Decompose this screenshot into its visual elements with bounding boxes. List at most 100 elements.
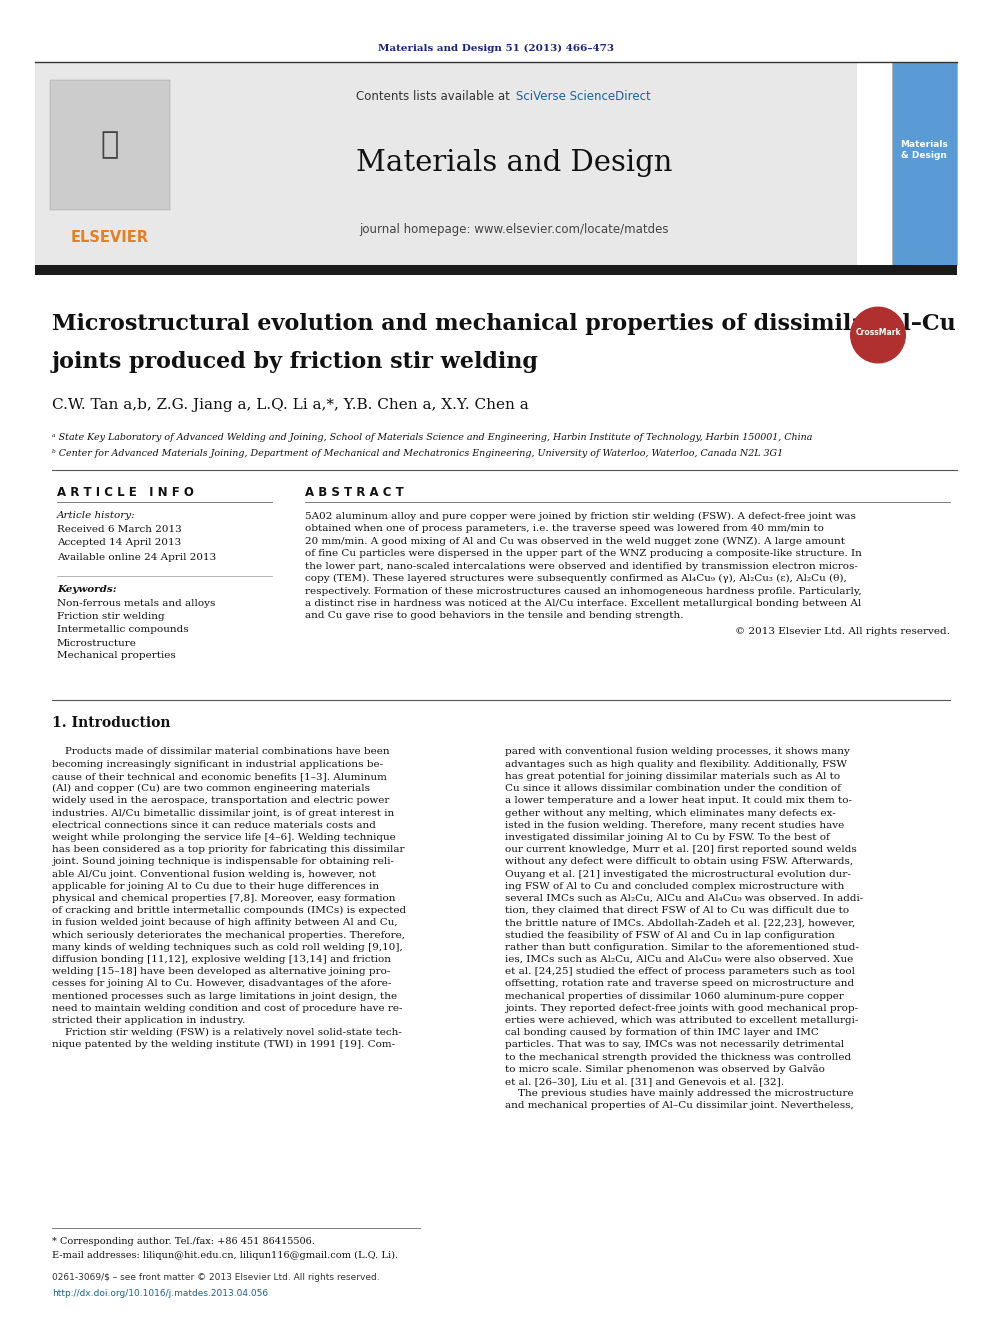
Text: Contents lists available at: Contents lists available at: [356, 90, 514, 103]
Text: of fine Cu particles were dispersed in the upper part of the WNZ producing a com: of fine Cu particles were dispersed in t…: [305, 549, 862, 558]
Text: a lower temperature and a lower heat input. It could mix them to-: a lower temperature and a lower heat inp…: [505, 796, 852, 806]
Text: electrical connections since it can reduce materials costs and: electrical connections since it can redu…: [52, 820, 376, 830]
Text: 5A02 aluminum alloy and pure copper were joined by friction stir welding (FSW). : 5A02 aluminum alloy and pure copper were…: [305, 512, 856, 520]
Text: erties were achieved, which was attributed to excellent metallurgi-: erties were achieved, which was attribut…: [505, 1016, 858, 1025]
Text: Products made of dissimilar material combinations have been: Products made of dissimilar material com…: [52, 747, 390, 757]
Text: Materials
& Design: Materials & Design: [900, 140, 948, 160]
Text: the lower part, nano-scaled intercalations were observed and identified by trans: the lower part, nano-scaled intercalatio…: [305, 561, 858, 570]
Text: has great potential for joining dissimilar materials such as Al to: has great potential for joining dissimil…: [505, 771, 840, 781]
Text: several IMCs such as Al₂Cu, AlCu and Al₄Cu₉ was observed. In addi-: several IMCs such as Al₂Cu, AlCu and Al₄…: [505, 894, 863, 902]
Text: Materials and Design: Materials and Design: [356, 149, 673, 177]
Text: the brittle nature of IMCs. Abdollah-Zadeh et al. [22,23], however,: the brittle nature of IMCs. Abdollah-Zad…: [505, 918, 855, 927]
Text: joint. Sound joining technique is indispensable for obtaining reli-: joint. Sound joining technique is indisp…: [52, 857, 394, 867]
Text: 1. Introduction: 1. Introduction: [52, 716, 171, 730]
Text: cal bonding caused by formation of thin IMC layer and IMC: cal bonding caused by formation of thin …: [505, 1028, 818, 1037]
Text: Cu since it allows dissimilar combination under the condition of: Cu since it allows dissimilar combinatio…: [505, 785, 841, 792]
Text: Mechanical properties: Mechanical properties: [57, 651, 176, 660]
Text: physical and chemical properties [7,8]. Moreover, easy formation: physical and chemical properties [7,8]. …: [52, 894, 396, 902]
Text: A B S T R A C T: A B S T R A C T: [305, 487, 404, 500]
Text: pared with conventional fusion welding processes, it shows many: pared with conventional fusion welding p…: [505, 747, 850, 757]
Text: Friction stir welding (FSW) is a relatively novel solid-state tech-: Friction stir welding (FSW) is a relativ…: [52, 1028, 402, 1037]
Text: widely used in the aerospace, transportation and electric power: widely used in the aerospace, transporta…: [52, 796, 390, 806]
Text: studied the feasibility of FSW of Al and Cu in lap configuration: studied the feasibility of FSW of Al and…: [505, 930, 835, 939]
Text: et al. [24,25] studied the effect of process parameters such as tool: et al. [24,25] studied the effect of pro…: [505, 967, 855, 976]
Text: becoming increasingly significant in industrial applications be-: becoming increasingly significant in ind…: [52, 759, 383, 769]
Text: Keywords:: Keywords:: [57, 586, 117, 594]
Text: Article history:: Article history:: [57, 512, 136, 520]
Text: diffusion bonding [11,12], explosive welding [13,14] and friction: diffusion bonding [11,12], explosive wel…: [52, 955, 391, 964]
Text: isted in the fusion welding. Therefore, many recent studies have: isted in the fusion welding. Therefore, …: [505, 820, 844, 830]
Text: 🌲: 🌲: [101, 131, 119, 160]
Text: (Al) and copper (Cu) are two common engineering materials: (Al) and copper (Cu) are two common engi…: [52, 785, 370, 794]
Text: Ouyang et al. [21] investigated the microstructural evolution dur-: Ouyang et al. [21] investigated the micr…: [505, 869, 851, 878]
Text: The previous studies have mainly addressed the microstructure: The previous studies have mainly address…: [505, 1089, 854, 1098]
Bar: [35, 265, 957, 275]
Text: to the mechanical strength provided the thickness was controlled: to the mechanical strength provided the …: [505, 1053, 851, 1061]
Text: Materials and Design 51 (2013) 466–473: Materials and Design 51 (2013) 466–473: [378, 44, 614, 53]
Text: mentioned processes such as large limitations in joint design, the: mentioned processes such as large limita…: [52, 991, 397, 1000]
Text: Microstructure: Microstructure: [57, 639, 137, 647]
Text: has been considered as a top priority for fabricating this dissimilar: has been considered as a top priority fo…: [52, 845, 405, 855]
Text: need to maintain welding condition and cost of procedure have re-: need to maintain welding condition and c…: [52, 1004, 403, 1012]
Text: C.W. Tan a,b, Z.G. Jiang a, L.Q. Li a,*, Y.B. Chen a, X.Y. Chen a: C.W. Tan a,b, Z.G. Jiang a, L.Q. Li a,*,…: [52, 398, 529, 411]
Text: industries. Al/Cu bimetallic dissimilar joint, is of great interest in: industries. Al/Cu bimetallic dissimilar …: [52, 808, 394, 818]
Text: 20 mm/min. A good mixing of Al and Cu was observed in the weld nugget zone (WNZ): 20 mm/min. A good mixing of Al and Cu wa…: [305, 536, 845, 545]
Bar: [50, 79, 170, 210]
Text: Received 6 March 2013: Received 6 March 2013: [57, 525, 182, 534]
Text: rather than butt configuration. Similar to the aforementioned stud-: rather than butt configuration. Similar …: [505, 943, 859, 951]
Text: * Corresponding author. Tel./fax: +86 451 86415506.: * Corresponding author. Tel./fax: +86 45…: [52, 1237, 314, 1246]
Ellipse shape: [851, 307, 906, 363]
Text: obtained when one of process parameters, i.e. the traverse speed was lowered fro: obtained when one of process parameters,…: [305, 524, 824, 533]
Bar: [35, 62, 192, 265]
Bar: [892, 62, 957, 265]
Bar: [35, 62, 857, 265]
Text: journal homepage: www.elsevier.com/locate/matdes: journal homepage: www.elsevier.com/locat…: [359, 224, 669, 237]
Text: gether without any melting, which eliminates many defects ex-: gether without any melting, which elimin…: [505, 808, 836, 818]
Text: stricted their application in industry.: stricted their application in industry.: [52, 1016, 245, 1025]
Text: applicable for joining Al to Cu due to their huge differences in: applicable for joining Al to Cu due to t…: [52, 881, 379, 890]
Text: © 2013 Elsevier Ltd. All rights reserved.: © 2013 Elsevier Ltd. All rights reserved…: [735, 627, 950, 636]
Text: and mechanical properties of Al–Cu dissimilar joint. Nevertheless,: and mechanical properties of Al–Cu dissi…: [505, 1101, 854, 1110]
Text: et al. [26–30], Liu et al. [31] and Genevois et al. [32].: et al. [26–30], Liu et al. [31] and Gene…: [505, 1077, 784, 1086]
Text: a distinct rise in hardness was noticed at the Al/Cu interface. Excellent metall: a distinct rise in hardness was noticed …: [305, 599, 861, 609]
Text: weight while prolonging the service life [4–6]. Welding technique: weight while prolonging the service life…: [52, 833, 396, 841]
Text: cesses for joining Al to Cu. However, disadvantages of the afore-: cesses for joining Al to Cu. However, di…: [52, 979, 392, 988]
Text: 0261-3069/$ – see front matter © 2013 Elsevier Ltd. All rights reserved.: 0261-3069/$ – see front matter © 2013 El…: [52, 1274, 380, 1282]
Text: Microstructural evolution and mechanical properties of dissimilar Al–Cu: Microstructural evolution and mechanical…: [52, 314, 955, 335]
Text: http://dx.doi.org/10.1016/j.matdes.2013.04.056: http://dx.doi.org/10.1016/j.matdes.2013.…: [52, 1289, 268, 1298]
Text: joints. They reported defect-free joints with good mechanical prop-: joints. They reported defect-free joints…: [505, 1004, 858, 1012]
Text: to micro scale. Similar phenomenon was observed by Galvão: to micro scale. Similar phenomenon was o…: [505, 1064, 825, 1074]
Text: CrossMark: CrossMark: [855, 328, 901, 336]
Text: investigated dissimilar joining Al to Cu by FSW. To the best of: investigated dissimilar joining Al to Cu…: [505, 833, 829, 841]
Text: Friction stir welding: Friction stir welding: [57, 613, 165, 622]
Text: cause of their technical and economic benefits [1–3]. Aluminum: cause of their technical and economic be…: [52, 771, 387, 781]
Text: joints produced by friction stir welding: joints produced by friction stir welding: [52, 351, 539, 373]
Text: Intermetallic compounds: Intermetallic compounds: [57, 626, 188, 635]
Text: Non-ferrous metals and alloys: Non-ferrous metals and alloys: [57, 599, 215, 609]
Text: welding [15–18] have been developed as alternative joining pro-: welding [15–18] have been developed as a…: [52, 967, 391, 976]
Text: advantages such as high quality and flexibility. Additionally, FSW: advantages such as high quality and flex…: [505, 759, 847, 769]
Text: particles. That was to say, IMCs was not necessarily detrimental: particles. That was to say, IMCs was not…: [505, 1040, 844, 1049]
Text: without any defect were difficult to obtain using FSW. Afterwards,: without any defect were difficult to obt…: [505, 857, 853, 867]
Text: our current knowledge, Murr et al. [20] first reported sound welds: our current knowledge, Murr et al. [20] …: [505, 845, 857, 855]
Text: ies, IMCs such as Al₂Cu, AlCu and Al₄Cu₉ were also observed. Xue: ies, IMCs such as Al₂Cu, AlCu and Al₄Cu₉…: [505, 955, 853, 964]
Text: tion, they claimed that direct FSW of Al to Cu was difficult due to: tion, they claimed that direct FSW of Al…: [505, 906, 849, 916]
Text: offsetting, rotation rate and traverse speed on microstructure and: offsetting, rotation rate and traverse s…: [505, 979, 854, 988]
Text: respectively. Formation of these microstructures caused an inhomogeneous hardnes: respectively. Formation of these microst…: [305, 586, 862, 595]
Text: Available online 24 April 2013: Available online 24 April 2013: [57, 553, 216, 561]
Text: nique patented by the welding institute (TWI) in 1991 [19]. Com-: nique patented by the welding institute …: [52, 1040, 395, 1049]
Text: A R T I C L E   I N F O: A R T I C L E I N F O: [57, 487, 193, 500]
Text: SciVerse ScienceDirect: SciVerse ScienceDirect: [516, 90, 651, 103]
Text: able Al/Cu joint. Conventional fusion welding is, however, not: able Al/Cu joint. Conventional fusion we…: [52, 869, 376, 878]
Text: mechanical properties of dissimilar 1060 aluminum-pure copper: mechanical properties of dissimilar 1060…: [505, 991, 844, 1000]
Text: E-mail addresses: liliqun@hit.edu.cn, liliqun116@gmail.com (L.Q. Li).: E-mail addresses: liliqun@hit.edu.cn, li…: [52, 1250, 398, 1259]
Text: which seriously deteriorates the mechanical properties. Therefore,: which seriously deteriorates the mechani…: [52, 930, 405, 939]
Text: copy (TEM). These layered structures were subsequently confirmed as Al₄Cu₉ (γ), : copy (TEM). These layered structures wer…: [305, 574, 847, 583]
Text: in fusion welded joint because of high affinity between Al and Cu,: in fusion welded joint because of high a…: [52, 918, 398, 927]
Text: ELSEVIER: ELSEVIER: [71, 230, 149, 246]
Text: ᵃ State Key Laboratory of Advanced Welding and Joining, School of Materials Scie: ᵃ State Key Laboratory of Advanced Weldi…: [52, 434, 812, 442]
Text: and Cu gave rise to good behaviors in the tensile and bending strength.: and Cu gave rise to good behaviors in th…: [305, 611, 683, 620]
Text: of cracking and brittle intermetallic compounds (IMCs) is expected: of cracking and brittle intermetallic co…: [52, 906, 406, 916]
Text: ing FSW of Al to Cu and concluded complex microstructure with: ing FSW of Al to Cu and concluded comple…: [505, 881, 844, 890]
Text: many kinds of welding techniques such as cold roll welding [9,10],: many kinds of welding techniques such as…: [52, 943, 403, 951]
